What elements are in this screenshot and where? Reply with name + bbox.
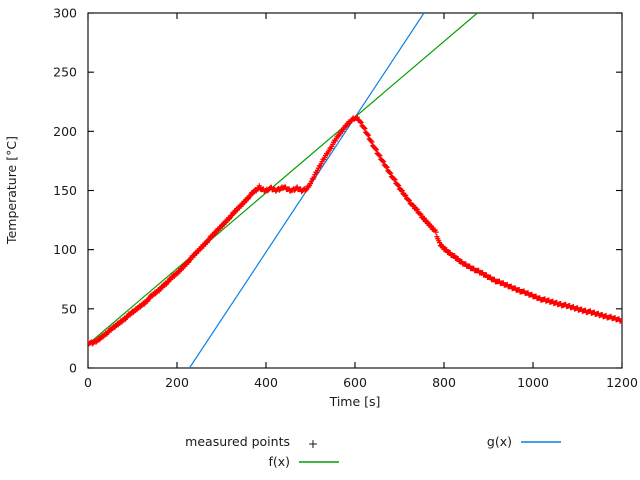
legend-label-f-of-x: f(x) [268,454,290,469]
y-tick-label: 100 [53,242,77,257]
measured-points-marks [88,114,622,347]
x-axis-title: Time [s] [329,394,381,409]
chart-legend: measured points + f(x) g(x) [185,434,561,469]
legend-label-measured-points: measured points [185,434,290,449]
x-tick-label: 400 [254,375,278,390]
y-tick-label: 250 [53,65,77,80]
x-tick-label: 0 [84,375,92,390]
legend-marker-plus-icon: + [308,436,318,451]
y-axis-title: Temperature [°C] [4,136,19,245]
x-axis-ticks [87,13,623,368]
y-tick-label: 200 [53,124,77,139]
y-axis-ticks [88,12,622,369]
y-tick-label: 50 [61,301,77,316]
legend-label-g-of-x: g(x) [487,434,512,449]
y-tick-label: 150 [53,183,77,198]
y-axis-tick-labels: 0 50 100 150 200 250 300 [53,6,77,376]
x-axis-tick-labels: 0 200 400 600 800 1000 1200 [84,375,638,390]
x-tick-label: 800 [432,375,456,390]
x-tick-label: 1200 [606,375,638,390]
x-tick-label: 200 [165,375,189,390]
y-tick-label: 0 [69,361,77,376]
x-tick-label: 1000 [517,375,549,390]
measured-points-series [88,114,622,347]
line-series-fx [88,13,478,345]
x-tick-label: 600 [343,375,367,390]
y-tick-label: 300 [53,6,77,21]
